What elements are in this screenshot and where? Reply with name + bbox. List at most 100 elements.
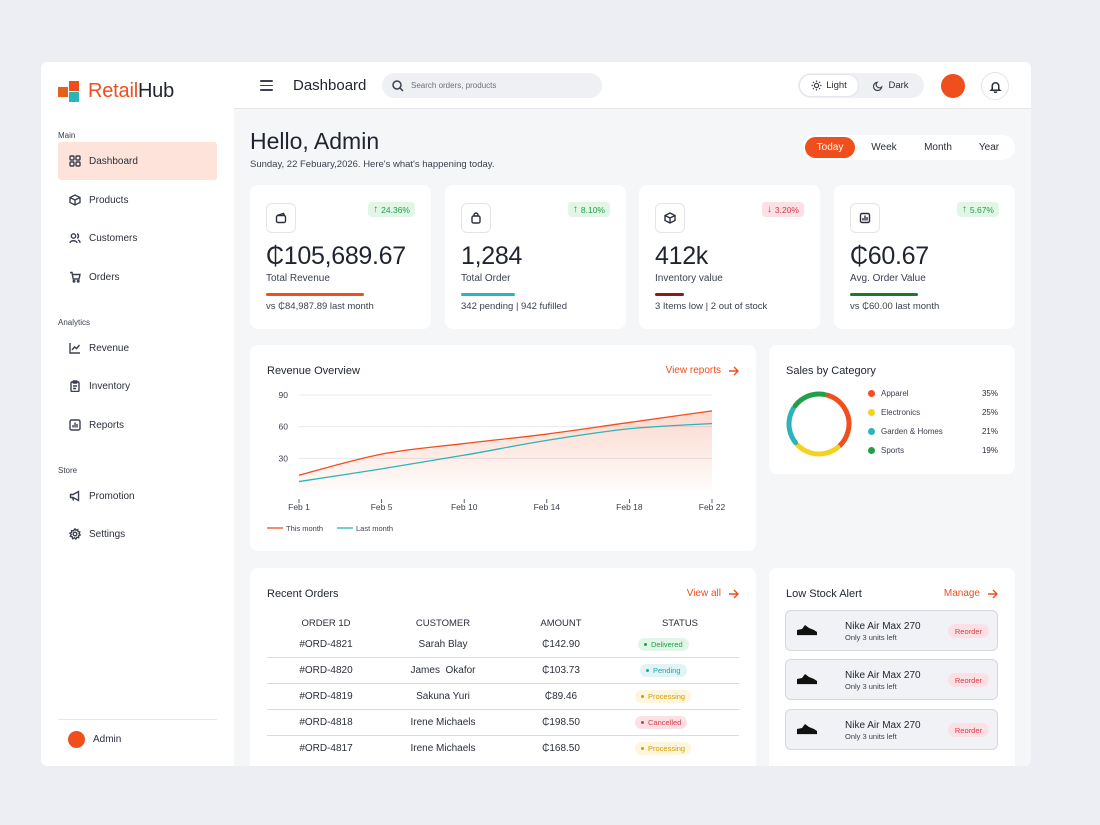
legend-dot — [868, 409, 875, 416]
wallet-icon — [266, 203, 296, 233]
category-row: Electronics 25% — [868, 408, 998, 417]
section-label-store: Store — [58, 466, 78, 475]
customer-name: Sakuna Yuri — [416, 691, 470, 702]
table-row[interactable]: #ORD-4819 Sakuna Yuri ₵89.46 Processing — [267, 684, 739, 710]
trend-value: 8.10% — [580, 204, 605, 215]
stock-item[interactable]: Nike Air Max 270 Only 3 units left Reord… — [785, 659, 998, 700]
stat-card-inventory[interactable]: ↓ 3.20% 412k Inventory value 3 Items low … — [639, 185, 820, 329]
cart-icon — [70, 271, 81, 283]
table-row[interactable]: #ORD-4821 Sarah Blay ₵142.90 Delivered — [267, 632, 739, 658]
sidebar-item-customers[interactable]: Customers — [58, 219, 217, 257]
reorder-button[interactable]: Reorder — [947, 673, 989, 687]
stat-label: Inventory value — [655, 273, 723, 284]
category-percent: 21% — [981, 427, 998, 436]
sidebar-item-label: Settings — [89, 528, 126, 540]
customer-name: James Okafor — [410, 665, 476, 676]
sidebar: RetailHub Main Dashboard Products Custom… — [41, 62, 234, 766]
stat-card-orders[interactable]: ↑ 8.10% 1,284 Total Order 342 pending | 9… — [445, 185, 626, 329]
view-all-link[interactable]: View all — [687, 588, 739, 599]
order-id: #ORD-4821 — [299, 639, 353, 650]
stat-card-revenue[interactable]: ↑ 24.36% ₵105,689.67 Total Revenue vs ₵84… — [250, 185, 431, 329]
sidebar-item-label: Revenue — [89, 342, 130, 354]
section-label-main: Main — [58, 131, 76, 140]
product-name: Nike Air Max 270 — [845, 621, 921, 632]
sidebar-item-products[interactable]: Products — [58, 181, 217, 219]
date-range-tabs: Today Week Month Year — [802, 135, 1015, 160]
sidebar-item-label: Products — [89, 194, 129, 206]
stock-item[interactable]: Nike Air Max 270 Only 3 units left Reord… — [785, 610, 998, 651]
theme-light-button[interactable]: Light — [800, 75, 858, 96]
category-percent: 19% — [981, 446, 998, 455]
reorder-button[interactable]: Reorder — [947, 624, 989, 638]
donut-slice-apparel — [786, 391, 852, 457]
tab-today[interactable]: Today — [805, 137, 855, 158]
x-tick-label: Feb 18 — [616, 502, 643, 512]
category-donut-chart — [786, 391, 852, 457]
brand-logo[interactable]: RetailHub — [58, 80, 174, 103]
legend-label: This month — [286, 524, 323, 533]
legend-dot — [868, 428, 875, 435]
line-chart-icon — [69, 343, 81, 354]
column-header-amount: AMOUNT — [540, 618, 582, 629]
brand-name: RetailHub — [88, 80, 175, 102]
gear-icon — [69, 528, 81, 540]
app-window: RetailHub Main Dashboard Products Custom… — [41, 62, 1031, 766]
trend-value: 24.36% — [381, 204, 410, 215]
table-row[interactable]: #ORD-4818 Irene Michaels ₵198.50 Cancell… — [267, 710, 739, 736]
category-name: Garden & Homes — [881, 427, 943, 436]
trend-badge: ↑ 8.10% — [567, 202, 610, 217]
tab-month[interactable]: Month — [924, 142, 952, 153]
tab-year[interactable]: Year — [978, 142, 1000, 153]
table-row[interactable]: #ORD-4817 Irene Michaels ₵168.50 Process… — [267, 736, 739, 762]
tab-week[interactable]: Week — [871, 142, 897, 153]
sun-icon — [811, 80, 822, 91]
y-tick-label: 30 — [279, 453, 289, 463]
theme-dark-button[interactable]: Dark — [862, 75, 920, 96]
link-label: View reports — [665, 365, 721, 376]
arrow-right-icon — [729, 366, 739, 375]
users-icon — [69, 233, 81, 244]
sidebar-item-settings[interactable]: Settings — [58, 515, 217, 553]
stat-accent-bar — [266, 293, 364, 296]
trend-value: 5.67% — [969, 204, 994, 215]
arrow-up-icon: ↑ — [961, 204, 967, 215]
legend-dot — [868, 390, 875, 397]
sidebar-item-reports[interactable]: Reports — [58, 406, 217, 444]
notifications-button[interactable] — [981, 72, 1009, 100]
sidebar-user[interactable]: Admin — [68, 731, 121, 748]
reorder-button[interactable]: Reorder — [947, 723, 989, 737]
stat-label: Avg. Order Value — [850, 273, 926, 284]
arrow-right-icon — [988, 589, 998, 598]
sidebar-item-inventory[interactable]: Inventory — [58, 367, 217, 405]
sidebar-item-orders[interactable]: Orders — [58, 258, 217, 296]
search-icon — [392, 79, 404, 92]
stat-footnote: 3 Items low | 2 out of stock — [655, 301, 768, 312]
search-input[interactable] — [411, 81, 591, 90]
sidebar-item-revenue[interactable]: Revenue — [58, 329, 217, 367]
sidebar-item-dashboard[interactable]: Dashboard — [58, 142, 217, 180]
search-bar[interactable] — [382, 73, 602, 98]
theme-light-label: Light — [826, 80, 847, 91]
order-amount: ₵103.73 — [542, 665, 580, 676]
bag-icon — [461, 203, 491, 233]
order-amount: ₵168.50 — [542, 743, 580, 754]
y-tick-label: 90 — [279, 390, 289, 400]
sidebar-item-promotion[interactable]: Promotion — [58, 477, 217, 515]
sneaker-icon — [797, 625, 817, 636]
arrow-right-icon — [729, 589, 739, 598]
sneaker-icon — [797, 724, 817, 735]
view-reports-link[interactable]: View reports — [666, 365, 739, 376]
stat-card-avg-order[interactable]: ↑ 5.67% ₵60.67 Avg. Order Value vs ₵60.00… — [834, 185, 1015, 329]
card-title: Revenue Overview — [267, 365, 360, 377]
donut-slice-garden-homes — [786, 391, 852, 457]
logo-mark-icon — [58, 80, 80, 103]
sales-by-category-card: Sales by Category Apparel 35% Electronics… — [769, 345, 1015, 474]
avatar[interactable] — [941, 74, 965, 98]
table-row[interactable]: #ORD-4820 James Okafor ₵103.73 Pending — [267, 658, 739, 684]
bell-icon — [988, 81, 1002, 93]
manage-link[interactable]: Manage — [944, 588, 998, 599]
avatar — [68, 731, 85, 748]
category-row: Garden & Homes 21% — [868, 427, 998, 436]
menu-icon[interactable] — [260, 80, 273, 91]
stock-item[interactable]: Nike Air Max 270 Only 3 units left Reord… — [785, 709, 998, 750]
